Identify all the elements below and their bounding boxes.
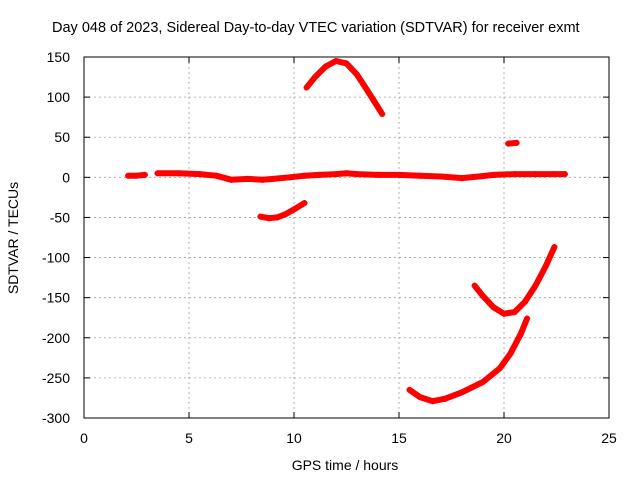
data-point: [524, 315, 531, 322]
data-point: [244, 175, 251, 182]
data-point: [270, 175, 276, 182]
data-point: [417, 394, 423, 401]
data-point: [561, 171, 568, 178]
series-line: [406, 315, 531, 405]
data-point: [259, 176, 266, 183]
data-point: [303, 84, 310, 91]
series-line: [303, 58, 386, 117]
data-point: [333, 171, 339, 178]
y-tick-label: -200: [42, 330, 70, 346]
data-point: [333, 58, 339, 65]
data-point: [429, 398, 436, 405]
data-point: [417, 172, 423, 179]
y-tick-label: 50: [54, 129, 70, 145]
data-point: [496, 365, 503, 372]
y-tick-label: -100: [42, 250, 70, 266]
data-point: [459, 175, 465, 182]
x-tick-label: 20: [496, 430, 512, 446]
data-point: [343, 60, 350, 67]
data-point: [286, 174, 293, 181]
data-point: [517, 330, 524, 337]
data-point: [379, 110, 386, 117]
x-tick-label: 5: [185, 430, 193, 446]
data-point: [543, 262, 549, 269]
data-point: [364, 87, 371, 94]
data-point: [154, 170, 161, 177]
data-point: [442, 395, 449, 402]
axis-ticks: 0 5 10 15 20 25 -300 -250 -200 -150 -100 -50 0 50 100 1…: [42, 49, 617, 446]
data-point: [196, 171, 203, 178]
data-point: [228, 176, 234, 183]
data-point: [490, 304, 497, 311]
y-axis-label: SDTVAR / TECUs: [5, 182, 21, 294]
data-point: [125, 172, 132, 179]
data-point: [459, 389, 465, 396]
data-point: [175, 170, 182, 177]
data-point: [551, 244, 558, 251]
data-point: [480, 293, 486, 300]
y-tick-label: -50: [50, 209, 70, 225]
data-point: [354, 71, 360, 78]
data-point: [490, 171, 497, 178]
data-point: [213, 172, 220, 179]
data-point: [257, 213, 264, 220]
data-series: [125, 58, 568, 405]
data-point: [438, 173, 444, 180]
y-tick-label: -250: [42, 370, 70, 386]
data-point: [265, 215, 272, 222]
y-tick-label: -300: [42, 410, 70, 426]
data-point: [505, 140, 512, 147]
data-point: [375, 171, 381, 178]
data-point: [141, 171, 148, 178]
x-tick-label: 15: [391, 430, 407, 446]
data-point: [511, 171, 518, 178]
data-point: [507, 350, 514, 357]
y-tick-label: -150: [42, 290, 70, 306]
data-point: [322, 63, 329, 70]
data-point: [396, 171, 402, 178]
y-tick-label: 150: [47, 49, 71, 65]
data-point: [511, 309, 518, 316]
data-point: [301, 172, 308, 179]
data-point: [522, 298, 528, 305]
data-point: [282, 211, 289, 218]
plot-frame: [83, 56, 610, 419]
y-tick-label: 100: [47, 89, 71, 105]
data-point: [501, 310, 507, 317]
data-point: [133, 172, 140, 179]
data-point: [471, 282, 478, 289]
data-point: [549, 171, 556, 178]
x-tick-label: 0: [80, 430, 88, 446]
data-point: [513, 139, 520, 146]
data-point: [406, 386, 413, 393]
grid: [84, 57, 609, 418]
data-point: [312, 74, 318, 81]
data-point: [274, 214, 281, 221]
data-point: [301, 200, 308, 207]
x-tick-label: 10: [286, 430, 302, 446]
data-point: [354, 171, 360, 178]
data-point: [343, 170, 350, 177]
data-point: [316, 171, 323, 178]
data-point: [532, 282, 539, 289]
data-point: [291, 206, 297, 213]
x-axis-label: GPS time / hours: [292, 457, 399, 473]
y-tick-label: 0: [62, 169, 70, 185]
data-point: [475, 173, 482, 180]
x-tick-label: 25: [601, 430, 617, 446]
data-point: [480, 378, 486, 385]
chart-title: Day 048 of 2023, Sidereal Day-to-day VTE…: [52, 20, 580, 36]
data-point: [532, 171, 539, 178]
